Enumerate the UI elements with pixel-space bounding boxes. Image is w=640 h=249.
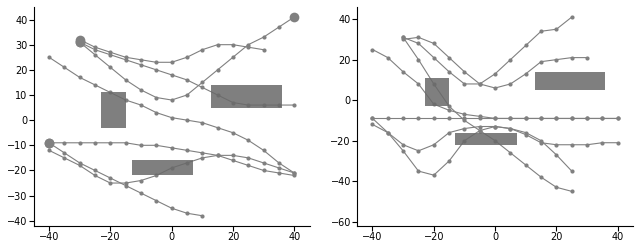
Bar <box>211 85 282 108</box>
Bar <box>455 132 516 145</box>
Bar <box>424 78 449 106</box>
Bar <box>535 72 605 90</box>
Bar <box>101 92 125 128</box>
Bar <box>132 160 193 176</box>
